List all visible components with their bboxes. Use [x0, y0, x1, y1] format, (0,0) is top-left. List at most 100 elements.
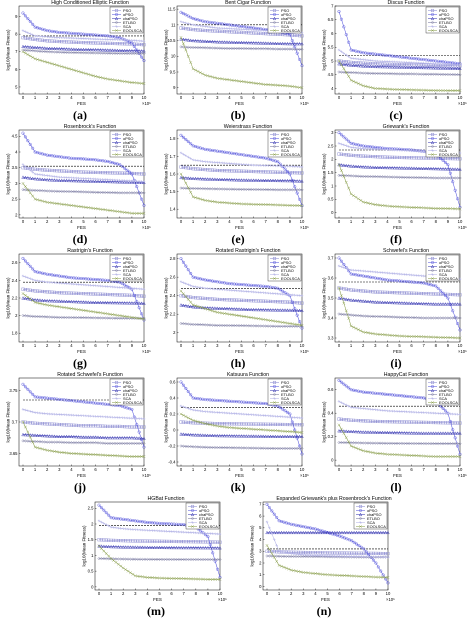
x-tick-label: 4 — [70, 95, 73, 100]
x-tick-label: 7 — [423, 95, 426, 100]
data-point — [33, 57, 37, 61]
data-point — [276, 446, 280, 451]
data-point — [240, 79, 243, 83]
data-point — [108, 435, 112, 440]
data-point — [419, 316, 423, 320]
data-point — [369, 147, 372, 151]
data-point — [356, 441, 360, 445]
data-point — [33, 433, 37, 437]
x-tick-label: 9 — [131, 343, 134, 348]
data-point — [206, 577, 210, 581]
data-point — [297, 188, 302, 192]
data-point — [213, 46, 217, 50]
data-point — [208, 287, 212, 290]
data-point — [28, 168, 32, 172]
data-point — [374, 408, 377, 411]
data-point — [116, 178, 119, 182]
data-point — [393, 87, 397, 91]
data-point — [458, 73, 462, 77]
data-point — [48, 189, 52, 193]
data-point — [172, 530, 176, 533]
legend-entry: oPSO — [123, 384, 133, 389]
data-point — [137, 51, 141, 56]
data-point — [355, 542, 359, 546]
data-point — [103, 51, 107, 55]
data-point — [235, 46, 239, 51]
data-point — [446, 296, 450, 300]
data-point — [357, 544, 361, 548]
data-point — [261, 307, 265, 312]
data-point — [201, 187, 205, 191]
data-point — [125, 51, 129, 56]
data-point — [181, 292, 185, 296]
data-point — [448, 302, 452, 306]
data-point — [405, 166, 409, 170]
y-tick-label: 2 — [91, 521, 94, 526]
data-point — [237, 446, 241, 450]
data-point — [451, 442, 455, 446]
data-point — [441, 72, 445, 76]
data-point — [373, 175, 377, 179]
data-point — [106, 179, 110, 184]
data-point — [244, 187, 248, 192]
data-point — [93, 316, 98, 320]
panel-label: (j) — [74, 480, 86, 494]
data-point — [74, 36, 78, 40]
data-point — [28, 48, 32, 53]
data-point — [412, 431, 416, 435]
data-point — [189, 61, 193, 65]
data-point — [196, 186, 200, 191]
data-point — [378, 314, 382, 319]
data-point — [417, 454, 421, 458]
data-point — [134, 528, 137, 531]
data-point — [137, 436, 141, 440]
data-point — [434, 431, 438, 435]
data-point — [101, 311, 105, 315]
data-point — [344, 163, 348, 167]
data-point — [242, 289, 246, 293]
data-point — [449, 63, 452, 66]
data-point — [222, 306, 227, 310]
data-point — [26, 188, 30, 192]
data-point — [206, 307, 210, 311]
data-point — [234, 434, 239, 438]
data-point — [283, 308, 287, 312]
data-point — [271, 47, 275, 51]
data-point — [67, 47, 71, 51]
series-line — [22, 49, 144, 54]
data-point — [438, 431, 443, 435]
data-point — [211, 199, 214, 203]
data-point — [79, 316, 83, 320]
data-point — [196, 24, 200, 27]
data-point — [429, 411, 433, 415]
data-point — [76, 299, 81, 304]
data-point — [213, 39, 217, 44]
data-point — [342, 296, 346, 301]
data-point — [120, 286, 124, 289]
data-point — [441, 302, 445, 306]
data-point — [288, 41, 292, 46]
data-point — [218, 577, 222, 581]
legend-entry: EOOLSCA — [123, 152, 142, 157]
y-tick-label: 2.5 — [12, 197, 18, 202]
data-point — [249, 413, 253, 416]
legend-marker — [114, 264, 119, 269]
data-point — [276, 178, 280, 183]
legend-entry: oPSO — [199, 508, 209, 513]
data-point — [184, 282, 188, 285]
data-point — [237, 46, 241, 51]
data-point — [351, 441, 356, 445]
data-point — [213, 26, 217, 29]
data-point — [261, 164, 265, 167]
data-point — [281, 429, 285, 433]
data-point — [351, 313, 356, 317]
data-point — [124, 527, 127, 531]
data-point — [101, 48, 105, 52]
data-point — [249, 316, 253, 320]
data-point — [237, 324, 241, 328]
data-point — [378, 175, 382, 179]
legend-entry: PSO — [439, 8, 447, 13]
data-point — [194, 545, 198, 550]
series-pso — [265, 549, 390, 556]
